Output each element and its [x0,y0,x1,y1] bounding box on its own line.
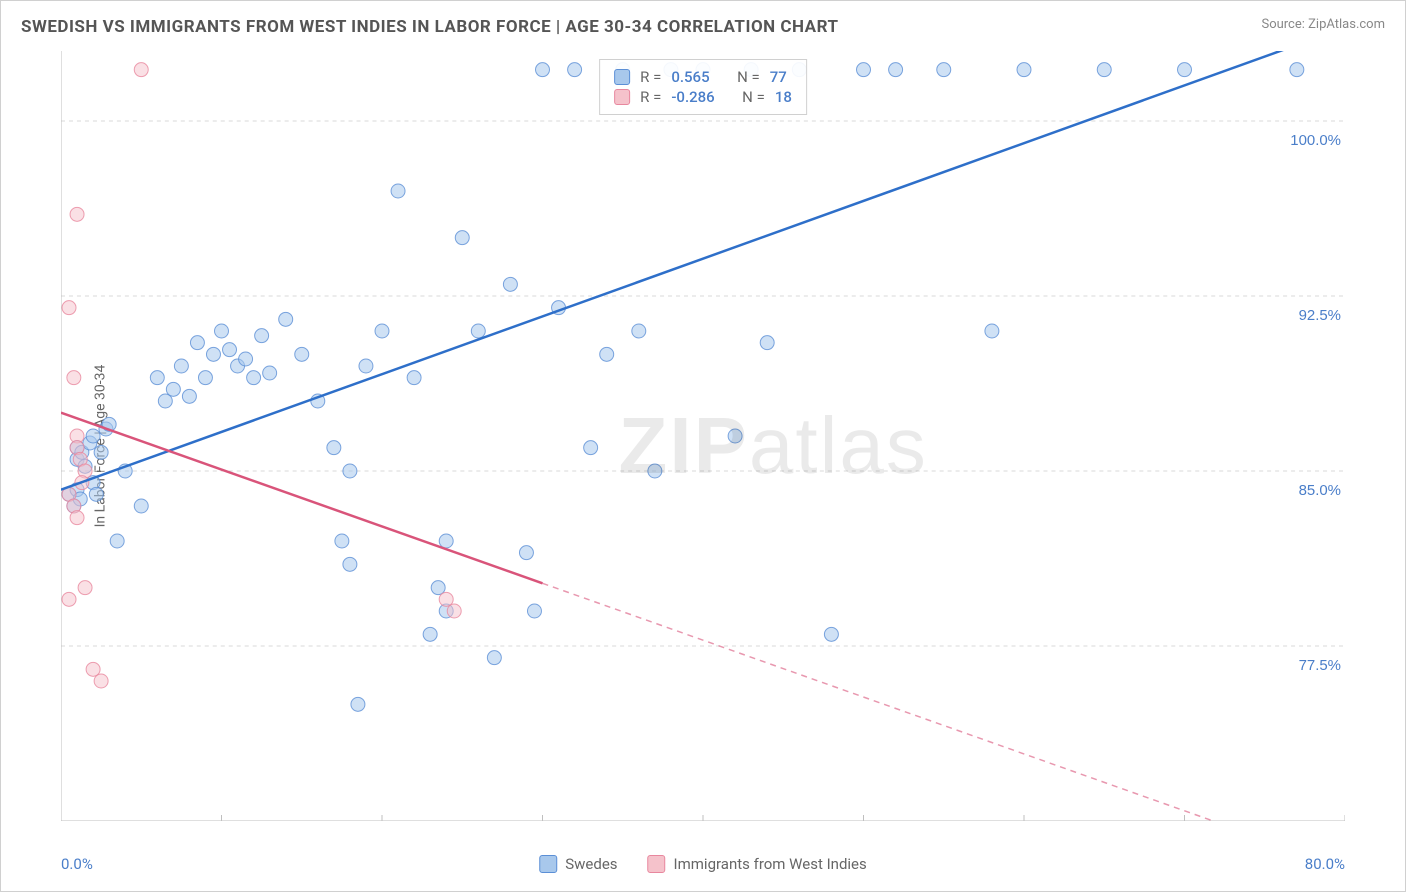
legend-item-swedes: Swedes [539,855,617,873]
chart-svg: 77.5% 85.0% 92.5% 100.0% [61,51,1345,821]
n-label: N = [737,68,760,86]
swatch-swedes [614,69,630,85]
r-label: R = [640,68,661,86]
chart-container: SWEDISH VS IMMIGRANTS FROM WEST INDIES I… [0,0,1406,892]
legend-swatch-immigrants [648,855,666,873]
svg-text:100.0%: 100.0% [1290,132,1341,149]
correlation-stats-box: R = 0.565 N = 77 R = -0.286 N = 18 [599,59,807,115]
legend-label-immigrants: Immigrants from West Indies [674,855,867,873]
source-attribution: Source: ZipAtlas.com [1261,17,1385,32]
stats-row-swedes: R = 0.565 N = 77 [614,68,792,86]
svg-text:85.0%: 85.0% [1299,482,1341,499]
legend: Swedes Immigrants from West Indies [539,855,867,873]
r-value-swedes: 0.565 [671,68,709,86]
x-axis-min-label: 0.0% [61,855,93,873]
svg-text:92.5%: 92.5% [1299,307,1341,324]
n-label: N = [742,88,765,106]
plot-area: 77.5% 85.0% 92.5% 100.0% [61,51,1345,821]
n-value-immigrants: 18 [775,88,792,106]
stats-row-immigrants: R = -0.286 N = 18 [614,88,792,106]
legend-swatch-swedes [539,855,557,873]
x-axis-max-label: 80.0% [1305,855,1345,873]
chart-title: SWEDISH VS IMMIGRANTS FROM WEST INDIES I… [21,17,839,37]
n-value-swedes: 77 [770,68,787,86]
svg-text:77.5%: 77.5% [1299,657,1341,674]
legend-item-immigrants: Immigrants from West Indies [648,855,867,873]
legend-label-swedes: Swedes [565,855,617,873]
r-label: R = [640,88,661,106]
swatch-immigrants [614,89,630,105]
r-value-immigrants: -0.286 [671,88,714,106]
